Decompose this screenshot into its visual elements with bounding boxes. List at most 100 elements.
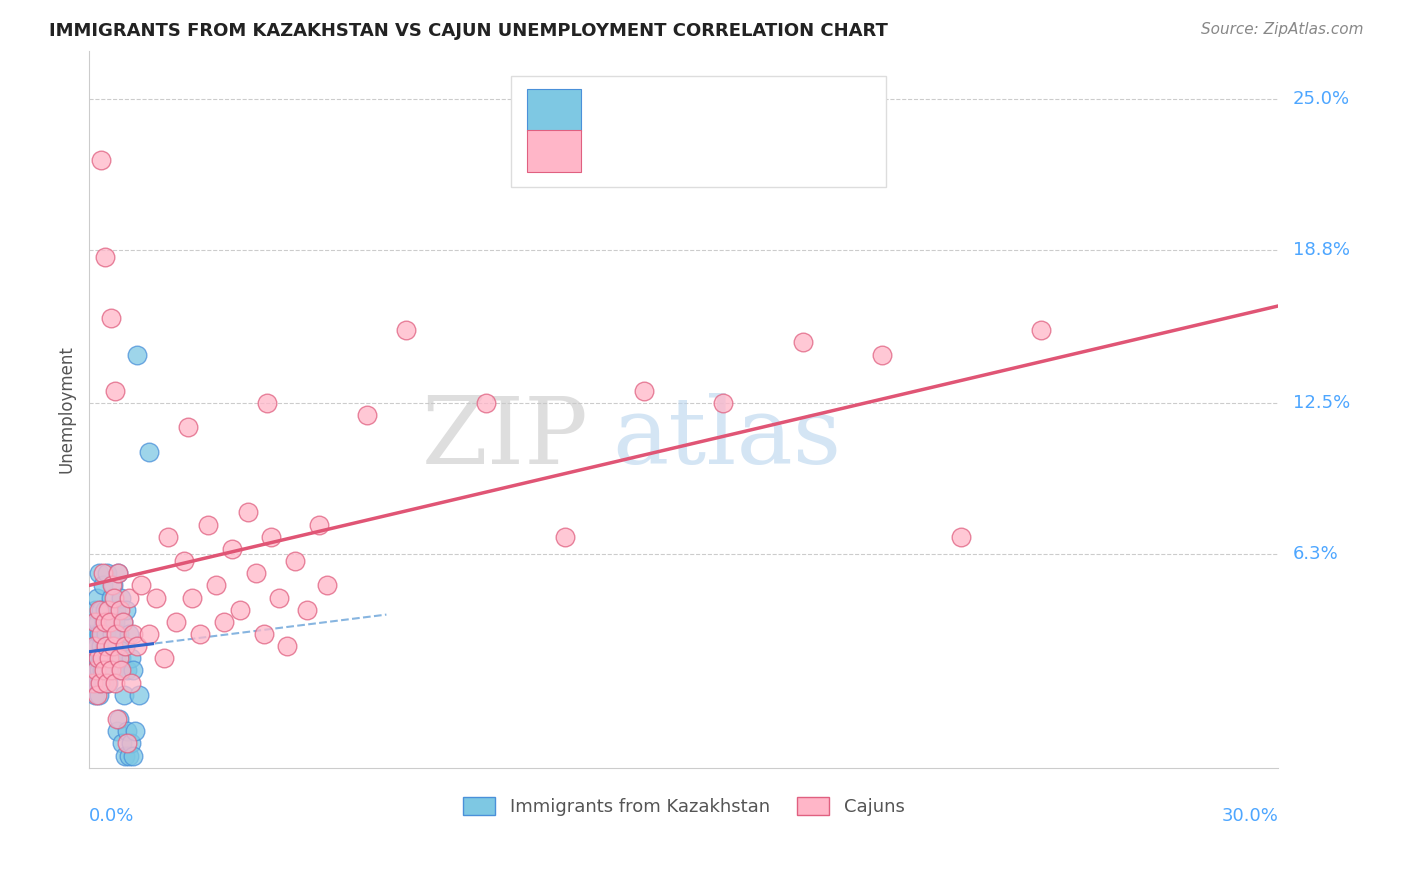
Point [98, 664, 121, 678]
Point [89, 675, 111, 690]
Point [114, 639, 136, 653]
Text: 12.5%: 12.5% [1292, 394, 1350, 412]
Point [115, 736, 138, 750]
Point [245, 566, 267, 581]
Point [104, 651, 127, 665]
Point [90, 603, 112, 617]
Point [101, 639, 124, 653]
Point [276, 639, 298, 653]
Point [82, 639, 104, 653]
Point [633, 384, 655, 398]
Point [87, 688, 110, 702]
Point [90, 627, 112, 641]
Point [107, 712, 129, 726]
Point [84, 675, 107, 690]
Point [87, 615, 110, 629]
Point [84, 651, 107, 665]
Text: R =: R = [595, 142, 630, 160]
Point [91, 566, 114, 581]
Point [84, 615, 107, 629]
Point [308, 517, 330, 532]
Point [100, 591, 122, 605]
Point [104, 384, 127, 398]
Point [554, 530, 576, 544]
Point [229, 603, 252, 617]
Point [316, 578, 339, 592]
Point [94, 664, 117, 678]
Point [100, 311, 122, 326]
Point [98, 615, 121, 629]
Point [181, 591, 204, 605]
Point [96, 675, 118, 690]
Point [83, 615, 105, 629]
Point [83, 675, 105, 690]
Text: 76: 76 [759, 142, 782, 160]
FancyBboxPatch shape [512, 76, 886, 187]
Text: N =: N = [720, 142, 756, 160]
Point [269, 591, 291, 605]
Point [111, 615, 134, 629]
Point [96, 566, 118, 581]
Point [284, 554, 307, 568]
Point [87, 664, 110, 678]
Point [93, 615, 115, 629]
Point [83, 639, 105, 653]
Point [105, 724, 128, 739]
Text: IMMIGRANTS FROM KAZAKHSTAN VS CAJUN UNEMPLOYMENT CORRELATION CHART: IMMIGRANTS FROM KAZAKHSTAN VS CAJUN UNEM… [49, 22, 889, 40]
Point [110, 664, 132, 678]
Text: 0.0%: 0.0% [89, 807, 135, 825]
Point [97, 639, 120, 653]
Point [111, 615, 134, 629]
Text: atlas: atlas [613, 392, 842, 483]
Point [89, 651, 111, 665]
Point [87, 651, 110, 665]
Point [295, 603, 318, 617]
Point [221, 541, 243, 556]
Point [105, 639, 128, 653]
Point [87, 675, 110, 690]
Point [82, 651, 104, 665]
Point [90, 651, 112, 665]
Point [118, 627, 141, 641]
Point [87, 627, 110, 641]
Point [90, 664, 112, 678]
Point [252, 627, 274, 641]
Point [173, 554, 195, 568]
Point [104, 675, 127, 690]
Point [101, 578, 124, 592]
Point [114, 748, 136, 763]
Point [197, 517, 219, 532]
Point [86, 639, 108, 653]
Point [84, 664, 107, 678]
Point [82, 675, 104, 690]
Point [110, 591, 132, 605]
Point [108, 664, 131, 678]
Point [96, 651, 118, 665]
Point [177, 420, 200, 434]
Point [97, 603, 120, 617]
Point [94, 627, 117, 641]
Point [121, 748, 143, 763]
Point [87, 651, 110, 665]
Point [87, 603, 110, 617]
Point [87, 566, 110, 581]
Point [108, 603, 131, 617]
Point [138, 627, 160, 641]
Point [114, 639, 136, 653]
Point [121, 627, 143, 641]
Point [120, 736, 142, 750]
Point [100, 627, 122, 641]
Text: N =: N = [720, 101, 756, 120]
Text: 25.0%: 25.0% [1292, 90, 1350, 108]
Point [129, 578, 152, 592]
Point [115, 724, 138, 739]
Point [212, 615, 235, 629]
Point [93, 664, 115, 678]
Point [84, 603, 107, 617]
Point [138, 444, 160, 458]
Point [93, 675, 115, 690]
Point [89, 675, 111, 690]
Point [115, 664, 138, 678]
Point [950, 530, 973, 544]
Point [870, 347, 893, 361]
